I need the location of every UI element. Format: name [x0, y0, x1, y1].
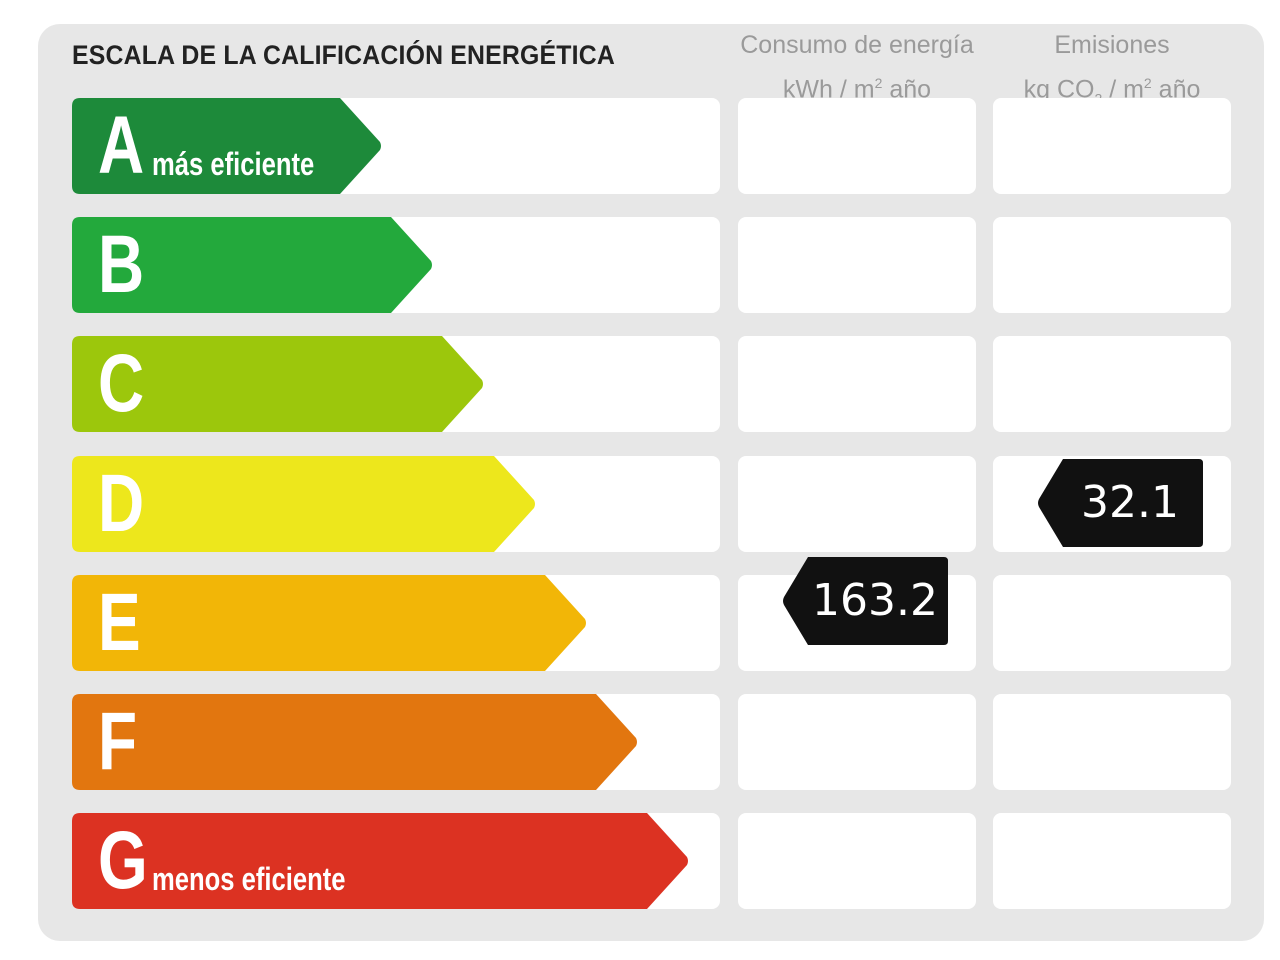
rating-row-f: F: [72, 694, 1232, 790]
emissions-cell: [993, 574, 1231, 671]
emissions-marker: 32.1: [1037, 458, 1203, 547]
rating-row-c: C: [72, 336, 1232, 433]
emissions-marker-value: 32.1: [1081, 476, 1179, 528]
emissions-cell: [993, 813, 1231, 910]
consumption-cell: [738, 694, 976, 790]
rating-arrow-c: C: [72, 336, 484, 433]
page-title: ESCALA DE LA CALIFICACIÓN ENERGÉTICA: [72, 40, 616, 70]
emissions-cell: [993, 336, 1231, 433]
consumption-cell: [738, 336, 976, 433]
consumption-header-label: Consumo de energía: [740, 31, 974, 59]
rating-letter: E: [98, 576, 141, 668]
emissions-cell: [993, 217, 1231, 314]
rating-row-e: E 163.2: [72, 556, 1232, 671]
consumption-cell: [738, 455, 976, 552]
emissions-cell: [993, 98, 1231, 194]
rating-letter: B: [98, 219, 145, 311]
rating-arrow-b: B: [72, 217, 433, 314]
rating-row-b: B: [72, 217, 1232, 314]
rating-letter: F: [98, 696, 138, 787]
consumption-column-header: Consumo de energía kWh / m2 año: [738, 26, 976, 108]
consumption-cell: [738, 98, 976, 194]
rating-letter: D: [98, 457, 145, 549]
rating-note: menos eficiente: [152, 861, 346, 898]
consumption-cell: [738, 217, 976, 314]
consumption-marker: 163.2: [782, 556, 948, 645]
rating-letter: C: [98, 338, 145, 430]
rating-note: más eficiente: [152, 146, 315, 182]
consumption-marker-value: 163.2: [812, 574, 938, 626]
consumption-cell: [738, 813, 976, 910]
rating-arrow-e: E: [72, 574, 587, 671]
rating-arrow-f: F: [72, 694, 638, 790]
rating-arrow-d: D: [72, 455, 536, 552]
emissions-header-label: Emisiones: [1054, 31, 1170, 59]
rating-letter: A: [98, 100, 145, 191]
rating-letter: G: [98, 815, 148, 907]
emissions-cell: [993, 694, 1231, 790]
rating-row-d: D 32.1: [72, 455, 1232, 552]
